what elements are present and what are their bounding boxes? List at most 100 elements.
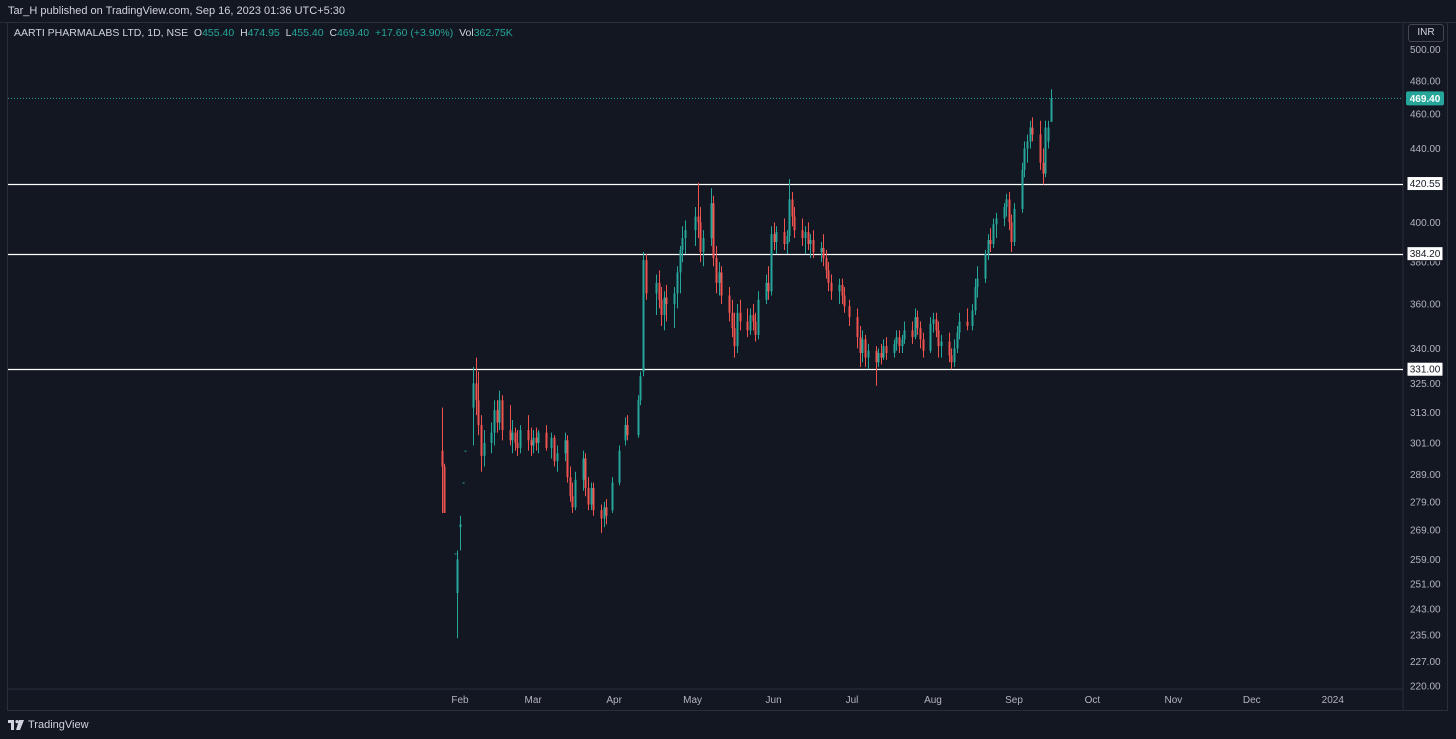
candlestick-chart[interactable]: 500.00 480.00 460.00 440.00 400.00 380.00 360.… bbox=[0, 0, 1456, 711]
candle bbox=[791, 191, 794, 227]
candle bbox=[710, 188, 713, 247]
x-tick-label: Mar bbox=[525, 695, 543, 706]
candle bbox=[527, 415, 530, 451]
candle bbox=[901, 334, 904, 353]
candle-body bbox=[739, 312, 742, 322]
candle bbox=[992, 218, 995, 249]
candle bbox=[1005, 193, 1008, 217]
candle-body bbox=[989, 240, 992, 245]
candle bbox=[1013, 203, 1016, 247]
candle bbox=[584, 453, 587, 497]
candle-body bbox=[537, 432, 540, 443]
candle bbox=[809, 234, 812, 259]
candle bbox=[940, 334, 943, 358]
open-label: O bbox=[193, 27, 203, 39]
candle bbox=[882, 339, 885, 360]
candle bbox=[582, 450, 585, 491]
candle bbox=[893, 339, 896, 358]
candle bbox=[987, 234, 990, 261]
candle-body bbox=[841, 284, 844, 296]
candle-body bbox=[483, 442, 486, 456]
candle-body bbox=[757, 299, 760, 335]
y-tick-label: 340.00 bbox=[1410, 344, 1441, 355]
candle-body bbox=[694, 216, 697, 231]
y-tick-label: 325.00 bbox=[1410, 379, 1441, 390]
candle-body bbox=[966, 321, 969, 326]
candle bbox=[519, 425, 522, 454]
currency-button[interactable]: INR bbox=[1408, 24, 1444, 42]
candle-body bbox=[496, 410, 499, 423]
candle bbox=[989, 228, 992, 253]
tradingview-logo[interactable]: TradingView bbox=[8, 711, 89, 739]
candle-body bbox=[684, 230, 687, 239]
tradingview-brand: TradingView bbox=[28, 719, 89, 731]
y-tick-label: 380.00 bbox=[1410, 258, 1441, 269]
candle-body bbox=[948, 341, 951, 356]
candle-body bbox=[459, 524, 462, 528]
candle bbox=[903, 321, 906, 344]
candle bbox=[537, 430, 540, 454]
y-tick-label: 313.00 bbox=[1410, 408, 1441, 419]
candle-body bbox=[571, 496, 574, 508]
candle bbox=[611, 477, 614, 513]
candle-body bbox=[786, 236, 789, 245]
candle bbox=[801, 218, 804, 247]
candle bbox=[1029, 120, 1032, 149]
candle-body bbox=[919, 328, 922, 340]
candle bbox=[767, 266, 770, 300]
chart-frame[interactable] bbox=[7, 22, 1448, 711]
candle bbox=[498, 390, 501, 431]
level-price-label: 331.00 bbox=[1410, 365, 1441, 376]
candle bbox=[995, 212, 998, 239]
candle-body bbox=[992, 224, 995, 245]
candle bbox=[848, 299, 851, 326]
candle-body bbox=[773, 234, 776, 243]
candle bbox=[660, 287, 663, 326]
y-tick-label: 480.00 bbox=[1410, 77, 1441, 88]
candle bbox=[843, 287, 846, 313]
candle bbox=[626, 415, 629, 441]
candle-body bbox=[935, 319, 938, 331]
candle bbox=[514, 427, 517, 451]
candle bbox=[645, 254, 648, 300]
candle bbox=[825, 250, 828, 279]
candle-body bbox=[974, 287, 977, 311]
last-price-label-box bbox=[1406, 91, 1444, 106]
candle bbox=[566, 435, 569, 483]
level-price-label-box bbox=[1406, 176, 1444, 192]
candle-body bbox=[864, 339, 867, 358]
candle-body bbox=[809, 240, 812, 245]
volume-label: Vol bbox=[459, 27, 474, 39]
candle-body bbox=[940, 341, 943, 347]
candle-body bbox=[770, 234, 773, 292]
candle bbox=[511, 420, 514, 454]
candle-body bbox=[995, 218, 998, 225]
candle-body bbox=[624, 425, 627, 441]
candle-body bbox=[550, 437, 553, 449]
candle bbox=[754, 312, 757, 342]
candle bbox=[684, 220, 687, 255]
candle bbox=[550, 432, 553, 459]
candle bbox=[950, 348, 953, 370]
candle bbox=[885, 337, 888, 360]
candle-body bbox=[736, 312, 739, 347]
candle-body bbox=[564, 440, 567, 454]
candle-body bbox=[775, 232, 778, 243]
candle bbox=[911, 321, 914, 344]
candle bbox=[530, 427, 533, 456]
x-tick-label: Nov bbox=[1165, 695, 1183, 706]
candle bbox=[493, 400, 496, 446]
level-price-label-box bbox=[1406, 246, 1444, 262]
candle bbox=[590, 482, 593, 511]
candle bbox=[1023, 141, 1026, 178]
candle-body bbox=[929, 323, 932, 351]
candle bbox=[932, 312, 935, 333]
candle-body bbox=[752, 314, 755, 322]
candle-body bbox=[801, 230, 804, 239]
candle bbox=[477, 371, 480, 436]
candle bbox=[679, 246, 682, 294]
candle-body bbox=[882, 346, 885, 358]
candle bbox=[793, 207, 796, 239]
candle bbox=[786, 230, 789, 255]
candle bbox=[475, 357, 478, 416]
